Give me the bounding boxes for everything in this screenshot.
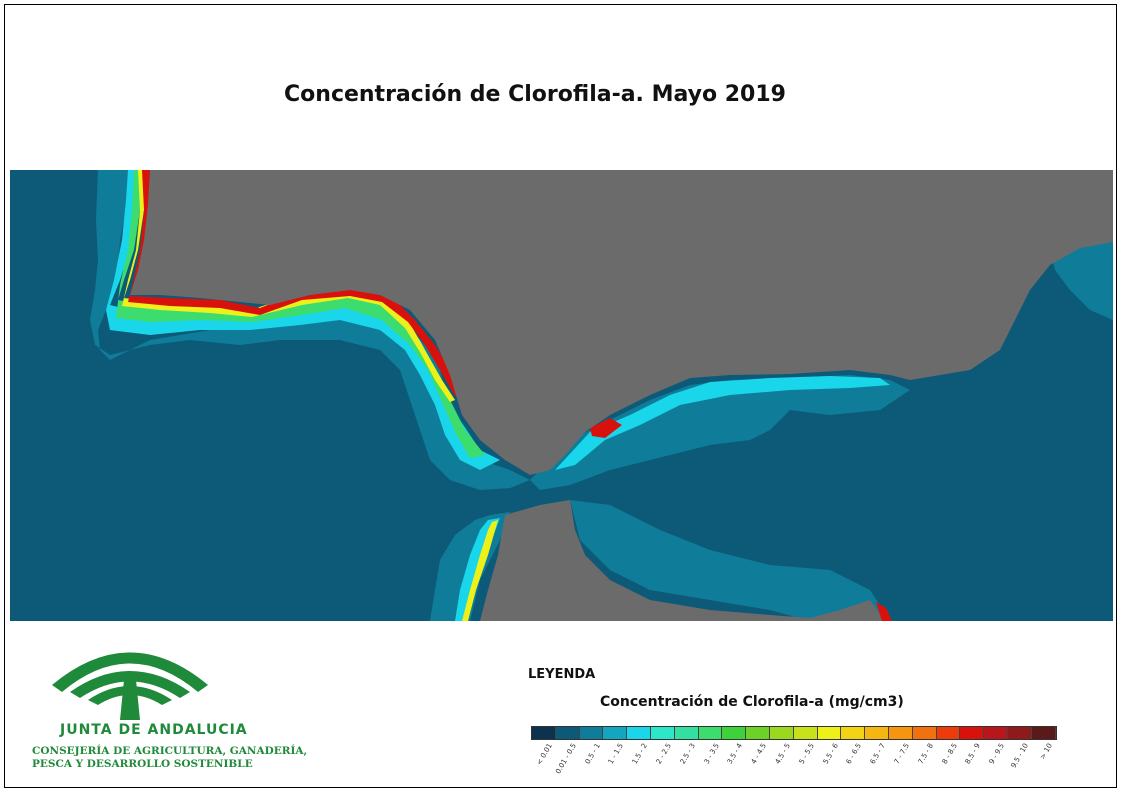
- logo-subline-2: PESCA Y DESARROLLO SOSTENIBLE: [32, 758, 253, 770]
- junta-andalucia-logo: [52, 652, 208, 720]
- legend-swatch: [912, 727, 937, 739]
- legend-label: 5 - 5.5: [797, 742, 816, 766]
- legend-swatch: [650, 727, 675, 739]
- legend-swatch: [698, 727, 723, 739]
- legend-label: 8 - 8.5: [940, 742, 959, 766]
- legend-swatch: [1031, 727, 1056, 739]
- portugal-shelf: [90, 170, 530, 490]
- africa-land: [480, 500, 885, 621]
- logo-subline-1: CONSEJERÍA DE AGRICULTURA, GANADERÍA,: [32, 745, 308, 757]
- legend-swatch: [555, 727, 580, 739]
- legend-label: 6 - 6.5: [845, 742, 864, 766]
- legend-swatch: [865, 727, 889, 739]
- legend-swatch: [674, 727, 699, 739]
- legend-label: 5.5 - 6: [821, 742, 840, 766]
- legend-swatch: [888, 727, 913, 739]
- legend-swatch: [936, 727, 961, 739]
- chlorophyll-map: [10, 170, 1113, 621]
- logo-pillar: [120, 680, 140, 720]
- legend-label: 2.5 - 3: [678, 742, 697, 766]
- legend-label: 0.01 - 0.5: [553, 742, 578, 776]
- legend-label: 0.5 - 1: [583, 742, 602, 766]
- logo-subtitle: CONSEJERÍA DE AGRICULTURA, GANADERÍA, PE…: [32, 745, 307, 771]
- legend-label: 3 - 3.5: [702, 742, 721, 766]
- legend-label: 7.5 - 8: [916, 742, 935, 766]
- legend-swatch: [603, 727, 628, 739]
- legend-swatch: [722, 727, 747, 739]
- legend-subtitle: Concentración de Clorofila-a (mg/cm3): [600, 694, 904, 710]
- legend-label: 4 - 4.5: [749, 742, 769, 766]
- legend-swatch: [817, 727, 842, 739]
- legend-label: 8.5 - 9: [964, 742, 983, 766]
- legend-swatch: [984, 727, 1008, 739]
- legend-label: 6.5 - 7: [868, 742, 888, 766]
- legend-label: > 10: [1038, 742, 1054, 761]
- legend-label: 3.5 - 4: [726, 742, 745, 766]
- map-title: Concentración de Clorofila-a. Mayo 2019: [284, 82, 786, 107]
- legend-label: 1.5 - 2: [630, 742, 650, 766]
- logo-arc-inner: [88, 686, 172, 705]
- page-frame: [4, 4, 1117, 788]
- legend-swatch: [841, 727, 866, 739]
- legend-label: 7 - 7.5: [892, 742, 911, 766]
- legend-label: 9 - 9.5: [987, 742, 1007, 766]
- legend-label: 2 - 2.5: [654, 742, 673, 766]
- legend-swatch: [960, 727, 985, 739]
- alboran-red-spot: [590, 418, 622, 438]
- legend-label: 4.5 - 5: [773, 742, 792, 766]
- legend-heading: LEYENDA: [528, 667, 596, 682]
- alboran-coastal-band: [555, 376, 890, 470]
- portugal-green-band: [116, 170, 485, 458]
- legend-swatch: [793, 727, 818, 739]
- portugal-coastal-band: [106, 170, 500, 470]
- alboran-shelf: [530, 375, 910, 490]
- mediterranean-south-shelf: [570, 500, 890, 621]
- logo-arc-outer: [52, 652, 208, 692]
- africa-red-coast: [876, 602, 892, 621]
- eastern-shelf: [1050, 240, 1113, 320]
- iberia-land: [130, 170, 1113, 475]
- legend-color-bar: [531, 726, 1057, 740]
- logo-arc-middle: [70, 671, 190, 698]
- legend-swatch: [627, 727, 651, 739]
- legend-label: 1 - 1.5: [607, 742, 626, 766]
- legend-swatch: [1007, 727, 1032, 739]
- legend-label: 9.5 - 10: [1009, 742, 1030, 770]
- legend-swatch: [579, 727, 604, 739]
- legend-swatch: [532, 727, 556, 739]
- morocco-yellow-band: [462, 520, 498, 621]
- legend-label: < 0.01: [535, 742, 554, 767]
- legend-swatch: [769, 727, 794, 739]
- legend-swatch: [746, 727, 770, 739]
- logo-name: JUNTA DE ANDALUCIA: [60, 722, 248, 738]
